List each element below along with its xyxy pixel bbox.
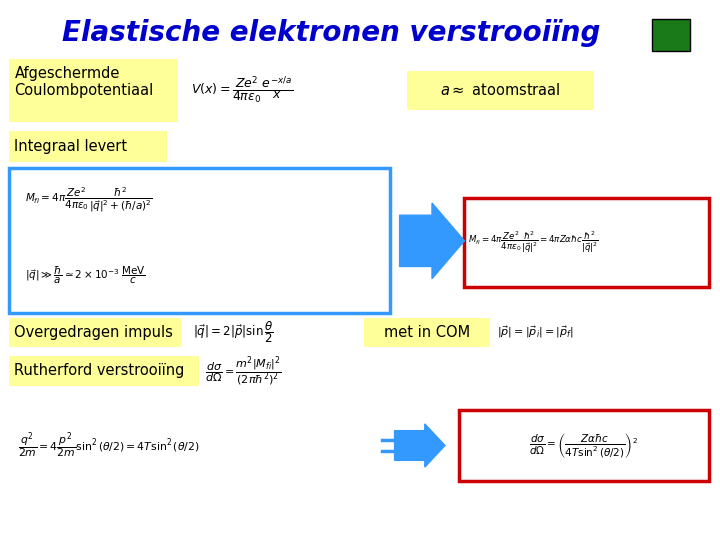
Bar [9, 356, 199, 386]
Text: Elastische elektronen verstrooiïng: Elastische elektronen verstrooiïng [62, 19, 600, 47]
Text: $|\vec{p}| = |\vec{p}_i| = |\vec{p}_f|$: $|\vec{p}| = |\vec{p}_i| = |\vec{p}_f|$ [497, 324, 574, 340]
Text: $V(x) = \dfrac{Ze^2}{4\pi\epsilon_0} \dfrac{e^{-x/a}}{x}$: $V(x) = \dfrac{Ze^2}{4\pi\epsilon_0} \df… [191, 75, 293, 106]
Bar [9, 168, 390, 313]
Text: $\dfrac{d\sigma}{d\Omega} = \left(\dfrac{Z\alpha\hbar c}{4T\sin^2(\theta/2)}\rig: $\dfrac{d\sigma}{d\Omega} = \left(\dfrac… [529, 431, 639, 460]
Bar [9, 318, 181, 347]
Text: $\dfrac{q^2}{2m} = 4\dfrac{p^2}{2m}\sin^2(\theta/2) = 4T\sin^2(\theta/2)$: $\dfrac{q^2}{2m} = 4\dfrac{p^2}{2m}\sin^… [18, 430, 199, 461]
Text: $|\vec{q}| \gg \dfrac{\hbar}{a} \simeq 2\times10^{-3}\;\dfrac{\mathrm{MeV}}{c}$: $|\vec{q}| \gg \dfrac{\hbar}{a} \simeq 2… [25, 265, 146, 286]
Text: $M_{fi} = 4\pi \dfrac{Ze^2}{4\pi\epsilon_0} \dfrac{\hbar^2}{|\vec{q}|^2 + (\hbar: $M_{fi} = 4\pi \dfrac{Ze^2}{4\pi\epsilon… [25, 185, 153, 214]
Bar [9, 131, 167, 162]
Bar [459, 410, 709, 481]
Text: Afgeschermde
Coulombpotentiaal: Afgeschermde Coulombpotentiaal [14, 66, 153, 98]
Bar [364, 318, 490, 347]
Bar [464, 198, 709, 287]
Text: $a \approx$ atoomstraal: $a \approx$ atoomstraal [440, 82, 561, 98]
Bar [652, 19, 690, 51]
Text: Integraal levert: Integraal levert [14, 139, 127, 154]
Text: $|\vec{q}| = 2|\vec{p}|\sin\dfrac{\theta}{2}$: $|\vec{q}| = 2|\vec{p}|\sin\dfrac{\theta… [193, 319, 274, 345]
Bar [407, 71, 594, 110]
Text: $\dfrac{d\sigma}{d\Omega} = \dfrac{m^2|M_{fi}|^2}{(2\pi\hbar^2)^2}$: $\dfrac{d\sigma}{d\Omega} = \dfrac{m^2|M… [205, 354, 282, 388]
Text: met in COM: met in COM [384, 325, 470, 340]
FancyArrow shape [395, 424, 445, 467]
Text: Rutherford verstrooiïng: Rutherford verstrooiïng [14, 363, 185, 379]
Text: Overgedragen impuls: Overgedragen impuls [14, 325, 174, 340]
Text: $M_{fi} = 4\pi \dfrac{Ze^2}{4\pi\epsilon_0} \dfrac{\hbar^2}{|\vec{q}|^2} = 4\pi : $M_{fi} = 4\pi \dfrac{Ze^2}{4\pi\epsilon… [468, 230, 599, 255]
FancyArrow shape [400, 203, 464, 279]
Bar [9, 59, 178, 122]
